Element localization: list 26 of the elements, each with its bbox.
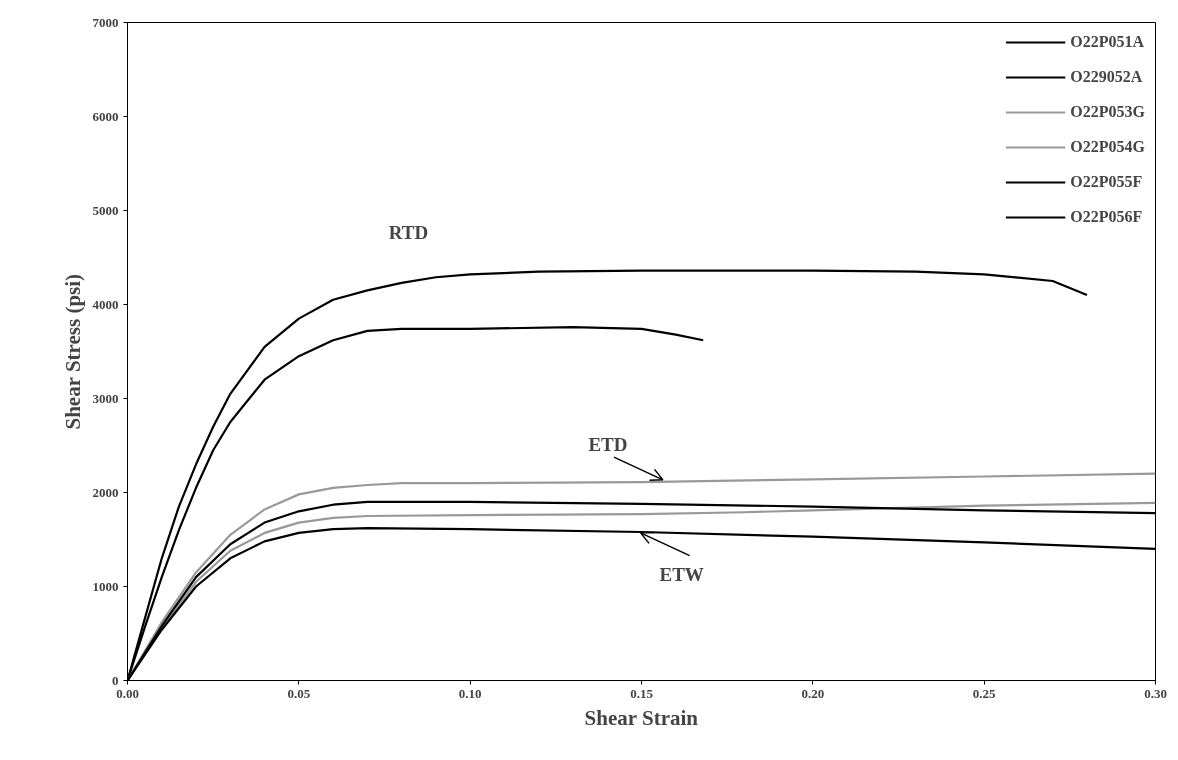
- annotation: ETW: [659, 563, 704, 585]
- y-axis-title: Shear Stress (psi): [60, 273, 85, 430]
- legend-label: O22P053G: [1070, 103, 1145, 121]
- x-tick-label: 0.00: [116, 685, 139, 701]
- x-tick-label: 0.20: [801, 685, 825, 701]
- legend-label: O22P055F: [1070, 173, 1143, 191]
- legend-label: O22P051A: [1070, 33, 1145, 51]
- y-tick-label: 0: [112, 672, 119, 688]
- legend-label: O22P054G: [1070, 138, 1145, 156]
- y-tick-label: 5000: [92, 202, 119, 218]
- x-tick-label: 0.15: [630, 685, 654, 701]
- legend-label: O229052A: [1070, 68, 1143, 86]
- x-tick-label: 0.05: [287, 685, 311, 701]
- x-tick-label: 0.25: [972, 685, 997, 701]
- y-tick-label: 3000: [92, 390, 119, 406]
- y-tick-label: 1000: [92, 578, 119, 594]
- legend-label: O22P056F: [1070, 208, 1143, 226]
- x-tick-label: 0.10: [458, 685, 482, 701]
- annotation: ETD: [588, 434, 628, 456]
- annotation: RTD: [388, 222, 429, 244]
- y-tick-label: 6000: [92, 108, 119, 124]
- y-tick-label: 4000: [92, 296, 119, 312]
- y-tick-label: 2000: [92, 484, 119, 500]
- x-axis-title: Shear Strain: [584, 705, 699, 730]
- x-tick-label: 0.30: [1144, 685, 1167, 701]
- y-tick-label: 7000: [92, 14, 119, 30]
